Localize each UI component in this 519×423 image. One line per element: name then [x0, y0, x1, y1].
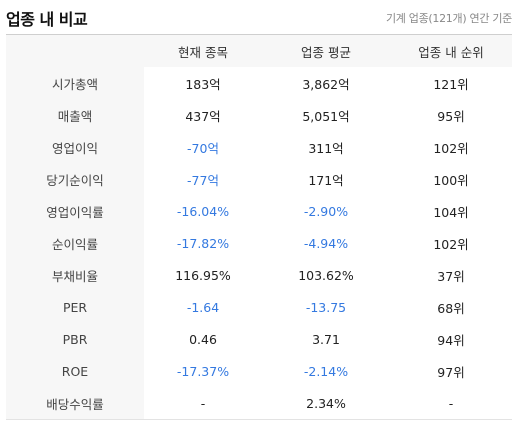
table-row: PBR 0.46 3.71 94위 — [6, 323, 512, 355]
table-row: 순이익률 -17.82% -4.94% 102위 — [6, 227, 512, 259]
rank-value: - — [448, 395, 454, 411]
current-value: -1.64 — [186, 299, 220, 315]
row-label: 부채비율 — [6, 259, 144, 291]
header-blank — [6, 35, 144, 67]
current-value: -17.37% — [176, 363, 230, 379]
rank-value: 102위 — [433, 140, 469, 156]
current-value: -17.82% — [176, 235, 230, 251]
row-label: PER — [6, 291, 144, 323]
average-value: 171억 — [308, 172, 344, 188]
rank-value: 97위 — [437, 364, 465, 380]
header-current: 현재 종목 — [144, 35, 262, 67]
current-value: -16.04% — [176, 203, 230, 219]
rank-value: 95위 — [437, 108, 465, 124]
header-rank: 업종 내 순위 — [390, 35, 512, 67]
section-header: 업종 내 비교 기계 업종(121개) 연간 기준 — [0, 0, 519, 34]
section-subtitle: 기계 업종(121개) 연간 기준 — [385, 12, 512, 25]
divider — [6, 34, 512, 35]
rank-value: 100위 — [433, 172, 469, 188]
table-row: 당기순이익 -77억 171억 100위 — [6, 163, 512, 195]
current-value: 183억 — [185, 76, 221, 92]
row-label: 영업이익률 — [6, 195, 144, 227]
table-row: 부채비율 116.95% 103.62% 37위 — [6, 259, 512, 291]
table-row: PER -1.64 -13.75 68위 — [6, 291, 512, 323]
rank-value: 37위 — [437, 268, 465, 284]
table-header-row: 현재 종목 업종 평균 업종 내 순위 — [6, 35, 512, 67]
header-average: 업종 평균 — [262, 35, 390, 67]
current-value: 437억 — [185, 108, 221, 124]
rank-value: 102위 — [433, 236, 469, 252]
row-label: 매출액 — [6, 99, 144, 131]
rank-value: 104위 — [433, 204, 469, 220]
row-label: 영업이익 — [6, 131, 144, 163]
average-value: 5,051억 — [302, 108, 350, 124]
divider-bottom — [6, 419, 512, 420]
average-value: 3.71 — [312, 331, 340, 347]
section-title: 업종 내 비교 — [6, 10, 88, 29]
rank-value: 94위 — [437, 332, 465, 348]
row-label: 배당수익률 — [6, 387, 144, 419]
average-value: 311억 — [308, 140, 344, 156]
current-value: 0.46 — [189, 331, 217, 347]
row-label: 시가총액 — [6, 67, 144, 99]
row-label: PBR — [6, 323, 144, 355]
current-value: -77억 — [187, 172, 219, 188]
average-value: -2.90% — [303, 203, 349, 219]
table-row: 영업이익 -70억 311억 102위 — [6, 131, 512, 163]
average-value: -2.14% — [303, 363, 349, 379]
row-label: ROE — [6, 355, 144, 387]
average-value: 103.62% — [298, 267, 354, 283]
current-value: - — [200, 395, 206, 411]
table-row: 영업이익률 -16.04% -2.90% 104위 — [6, 195, 512, 227]
current-value: 116.95% — [175, 267, 231, 283]
table-row: 배당수익률 - 2.34% - — [6, 387, 512, 419]
table-row: ROE -17.37% -2.14% 97위 — [6, 355, 512, 387]
average-value: 2.34% — [306, 395, 346, 411]
table-row: 매출액 437억 5,051억 95위 — [6, 99, 512, 131]
average-value: -13.75 — [305, 299, 347, 315]
rank-value: 121위 — [433, 76, 469, 92]
average-value: -4.94% — [303, 235, 349, 251]
row-label: 순이익률 — [6, 227, 144, 259]
average-value: 3,862억 — [302, 76, 350, 92]
row-label: 당기순이익 — [6, 163, 144, 195]
table-row: 시가총액 183억 3,862억 121위 — [6, 67, 512, 99]
current-value: -70억 — [187, 140, 219, 156]
rank-value: 68위 — [437, 300, 465, 316]
